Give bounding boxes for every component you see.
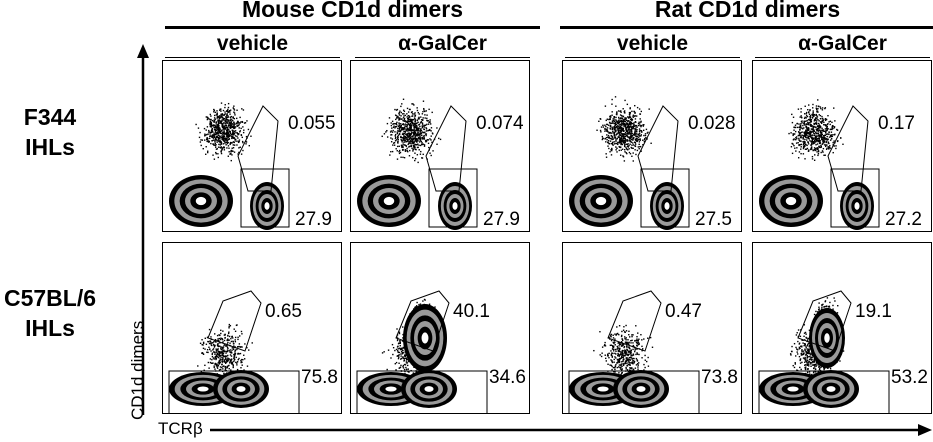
condition-rule-mouse-vehicle	[165, 57, 340, 58]
density-contour	[250, 182, 284, 230]
x-axis-label: TCRβ	[158, 419, 203, 438]
row-label-c57bl6: C57BL/6 IHLs	[0, 283, 100, 343]
nkt-gate-polygon	[395, 290, 450, 352]
flow-plot-canvas	[169, 102, 290, 230]
tcell-gate-rect	[356, 370, 488, 413]
gate-percentage: 0.028	[688, 113, 736, 134]
group-title-mouse: Mouse CD1d dimers	[241, 0, 464, 22]
flow-plot-canvas	[356, 290, 488, 413]
tcell-gate-rect	[830, 168, 880, 228]
row-label-c57bl6-line1: C57BL/6	[3, 285, 97, 311]
flow-plot-r0-c2: 0.028 27.5	[562, 60, 742, 232]
flow-plot-canvas	[568, 290, 700, 413]
tcell-gate-rect	[568, 370, 700, 413]
flow-plot-r0-c1: 0.074 27.9	[350, 60, 530, 232]
density-contour	[403, 304, 447, 372]
flow-plot-r1-c1: 40.1 34.6	[350, 242, 530, 414]
condition-mouse-vehicle: vehicle	[216, 32, 289, 55]
gate-percentage: 0.074	[476, 113, 524, 134]
gate-percentage: 0.47	[665, 301, 702, 322]
condition-rat-vehicle: vehicle	[616, 32, 689, 55]
flow-plot-canvas	[759, 99, 880, 230]
density-contour	[169, 175, 233, 227]
flow-plot-r1-c0: 0.65 75.8	[162, 242, 342, 414]
flow-plot-r1-c3: 19.1 53.2	[752, 242, 932, 414]
condition-rule-rat-agalcer	[755, 57, 930, 58]
density-contour	[809, 308, 845, 368]
condition-rat-agalcer: α-GalCer	[798, 32, 887, 55]
group-rule-rat	[560, 26, 933, 29]
gate-percentage: 19.1	[855, 301, 892, 322]
nkt-gate-polygon	[237, 105, 279, 192]
tcell-percentage: 53.2	[891, 367, 928, 388]
tcell-percentage: 27.2	[885, 209, 922, 230]
condition-rule-rat-vehicle	[565, 57, 740, 58]
gate-percentage: 0.65	[265, 301, 302, 322]
tcell-percentage: 27.5	[695, 209, 732, 230]
density-contour	[569, 175, 633, 227]
flow-plot-r0-c3: 0.17 27.2	[752, 60, 932, 232]
nkt-gate-polygon	[797, 290, 852, 352]
density-contour	[650, 182, 684, 230]
density-contour	[357, 175, 421, 227]
density-contour	[438, 182, 472, 230]
flow-plot-r0-c0: 0.055 27.9	[162, 60, 342, 232]
tcell-gate-rect	[168, 370, 300, 413]
tcell-percentage: 73.8	[701, 367, 738, 388]
tcell-percentage: 34.6	[489, 367, 526, 388]
event-dots	[593, 324, 654, 386]
tcell-gate-rect	[240, 168, 290, 228]
tcell-gate-rect	[758, 370, 890, 413]
tcell-percentage: 27.9	[295, 209, 332, 230]
density-contour	[840, 182, 874, 230]
nkt-gate-polygon	[425, 105, 467, 192]
nkt-gate-polygon	[607, 290, 662, 352]
y-axis-arrowhead	[137, 44, 149, 58]
condition-rule-mouse-agalcer	[355, 57, 530, 58]
density-contour	[213, 370, 269, 408]
row-label-f344-line2: IHLs	[25, 134, 75, 160]
row-label-f344: F344 IHLs	[0, 102, 100, 162]
nkt-gate-polygon	[827, 105, 869, 192]
tcell-gate-rect	[640, 168, 690, 228]
event-dots	[381, 98, 442, 164]
y-axis-label: CD1d dimers	[128, 320, 147, 420]
tcell-percentage: 27.9	[483, 209, 520, 230]
gate-percentage: 40.1	[453, 301, 490, 322]
group-rule-mouse	[165, 26, 540, 29]
row-label-f344-line1: F344	[23, 104, 77, 130]
density-contour	[613, 370, 669, 408]
row-label-c57bl6-line2: IHLs	[25, 315, 75, 341]
nkt-gate-polygon	[207, 290, 262, 352]
event-dots	[195, 102, 252, 162]
x-axis-arrowhead	[918, 424, 932, 436]
flow-plot-canvas	[758, 290, 890, 413]
tcell-percentage: 75.8	[301, 367, 338, 388]
flow-plot-canvas	[569, 96, 690, 230]
group-title-rat: Rat CD1d dimers	[654, 0, 841, 22]
density-contour	[401, 370, 457, 408]
flow-plot-r1-c2: 0.47 73.8	[562, 242, 742, 414]
density-contour	[759, 175, 823, 227]
tcell-gate-rect	[428, 168, 478, 228]
nkt-gate-polygon	[637, 105, 679, 192]
gate-percentage: 0.055	[288, 113, 336, 134]
condition-mouse-agalcer: α-GalCer	[398, 32, 487, 55]
flow-plot-canvas	[357, 98, 478, 230]
gate-percentage: 0.17	[878, 113, 915, 134]
density-contour	[803, 370, 859, 408]
event-dots	[596, 96, 652, 162]
event-dots	[788, 99, 844, 161]
flow-plot-canvas	[168, 290, 300, 413]
